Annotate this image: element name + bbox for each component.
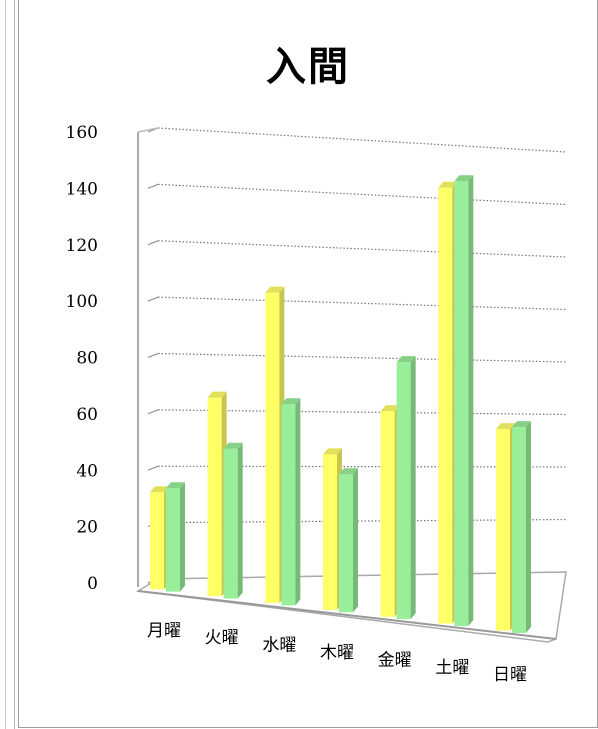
y-tick-label: 140 [66,179,98,199]
y-tick-label: 120 [66,236,98,256]
y-grid-tick [147,240,159,246]
bar-top [223,442,243,449]
y-tick-label: 0 [87,574,98,594]
bar-top [454,175,474,182]
bar [496,429,510,631]
bar [223,448,238,599]
y-grid-tick [147,353,159,358]
bar-side [237,442,243,599]
bar-side [410,356,416,620]
bar [207,397,222,597]
gridline [157,127,567,153]
bar [380,411,395,617]
bar-top [339,468,358,475]
chart-title: 入間 [266,43,350,90]
bar-top [496,423,515,430]
y-tick-label: 80 [76,349,98,369]
y-grid-tick [147,465,159,471]
x-tick-label: 日曜 [493,665,527,685]
bar-top [323,448,342,455]
gridline [157,352,567,363]
y-tick-label: 160 [66,123,98,143]
bar-side [180,482,185,592]
bar-top [512,421,531,428]
gridline [157,240,567,258]
bar-side [353,468,358,613]
y-tick-label: 60 [76,405,98,425]
x-tick-label: 水曜 [262,636,296,656]
bar [323,454,337,610]
bar [454,181,469,627]
left-panel-edge [0,0,15,729]
bar [396,362,411,620]
x-tick-label: 土曜 [435,658,469,678]
y-grid-tick [147,183,159,189]
bar-top [265,286,285,293]
y-grid-tick [147,409,159,415]
bar [438,187,453,624]
bar [166,488,180,592]
bar-top [380,405,400,412]
bar [281,404,296,606]
gridline [157,409,567,416]
y-tick-label: 40 [76,461,98,481]
bar [512,427,526,633]
gridline [157,183,567,206]
bar-top [150,486,169,493]
x-tick-label: 月曜 [147,621,181,641]
x-tick-label: 火曜 [205,628,239,648]
bar-top [438,181,458,188]
x-tick-label: 金曜 [378,650,412,670]
x-axis [137,590,557,640]
bar-side [468,175,474,627]
gridline [157,296,567,311]
bar-top [166,482,185,489]
bar-side [526,421,531,633]
bar [265,292,280,603]
bar [150,492,164,590]
y-tick-label: 100 [66,292,98,312]
bar-side [295,398,301,606]
bar [339,474,353,613]
bar-top [281,398,301,405]
bar-top [207,391,227,398]
x-tick-label: 木曜 [320,643,354,663]
bar-top [396,356,416,363]
y-grid-tick [147,296,159,302]
y-axis-top [137,127,159,133]
y-tick-label: 20 [76,518,98,538]
